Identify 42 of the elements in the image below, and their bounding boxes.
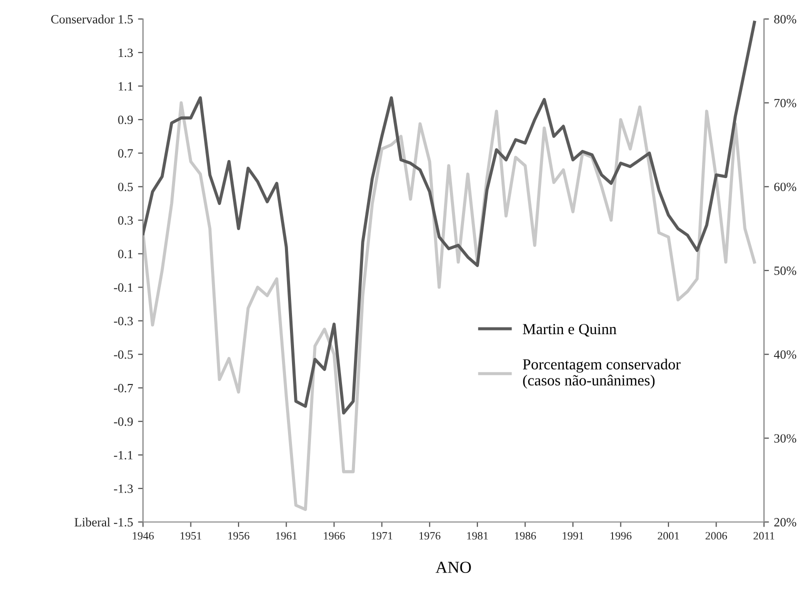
legend-label: Porcentagem conservador (casos não-unânimes) (522, 358, 681, 389)
y-tick-label: Conservador 1.5 (51, 14, 133, 24)
x-tick-label: 1951 (180, 532, 202, 540)
y-tick-label: 0.7 (118, 149, 133, 158)
y-tick-label: 1.3 (118, 48, 133, 58)
x-tick-label: 1961 (276, 532, 297, 540)
x-tick-label: 2006 (706, 532, 728, 540)
line-series (143, 101, 756, 511)
y2-tick-label: 50% (774, 266, 796, 275)
y-tick-label: -0.5 (114, 350, 133, 359)
y2-tick-label: 20% (774, 518, 796, 526)
y2-tick-label: 70% (774, 98, 796, 108)
legend-label: Martin e Quinn (522, 324, 616, 337)
y-tick-label: -0.7 (114, 384, 133, 392)
x-tick-label: 1981 (467, 532, 488, 540)
y-tick-label: -0.3 (114, 316, 133, 326)
x-tick-label: 1991 (562, 532, 584, 540)
y2-tick-label: 30% (774, 434, 796, 443)
y2-tick-label: 40% (774, 350, 796, 359)
y-tick-label: 0.3 (118, 216, 133, 225)
x-tick-label: 1966 (324, 532, 345, 540)
y-tick-label: Liberal -1.5 (74, 518, 133, 527)
y-tick-label: -0.9 (114, 417, 133, 426)
x-tick-label: 1976 (419, 532, 440, 540)
x-tick-label: 1956 (228, 532, 250, 540)
y2-tick-label: 60% (774, 182, 796, 192)
y-tick-label: 1.1 (118, 82, 133, 91)
y-tick-label: 0.5 (118, 182, 133, 192)
x-tick-label: 2011 (754, 532, 774, 540)
y-tick-label: -1.3 (114, 484, 133, 493)
y-tick-label: -0.1 (114, 283, 133, 292)
x-tick-label: 1996 (610, 532, 632, 540)
y-tick-label: 0.1 (118, 250, 133, 258)
x-axis-title: ANO (436, 562, 471, 573)
line-series (143, 20, 756, 415)
x-tick-label: 1971 (372, 532, 392, 540)
y-tick-label: -1.1 (114, 451, 133, 460)
y2-tick-label: 80% (774, 15, 796, 24)
x-tick-label: 1986 (515, 532, 536, 540)
x-tick-label: 1946 (132, 532, 154, 540)
x-tick-label: 2001 (658, 532, 679, 540)
y-tick-label: 0.9 (118, 116, 133, 124)
